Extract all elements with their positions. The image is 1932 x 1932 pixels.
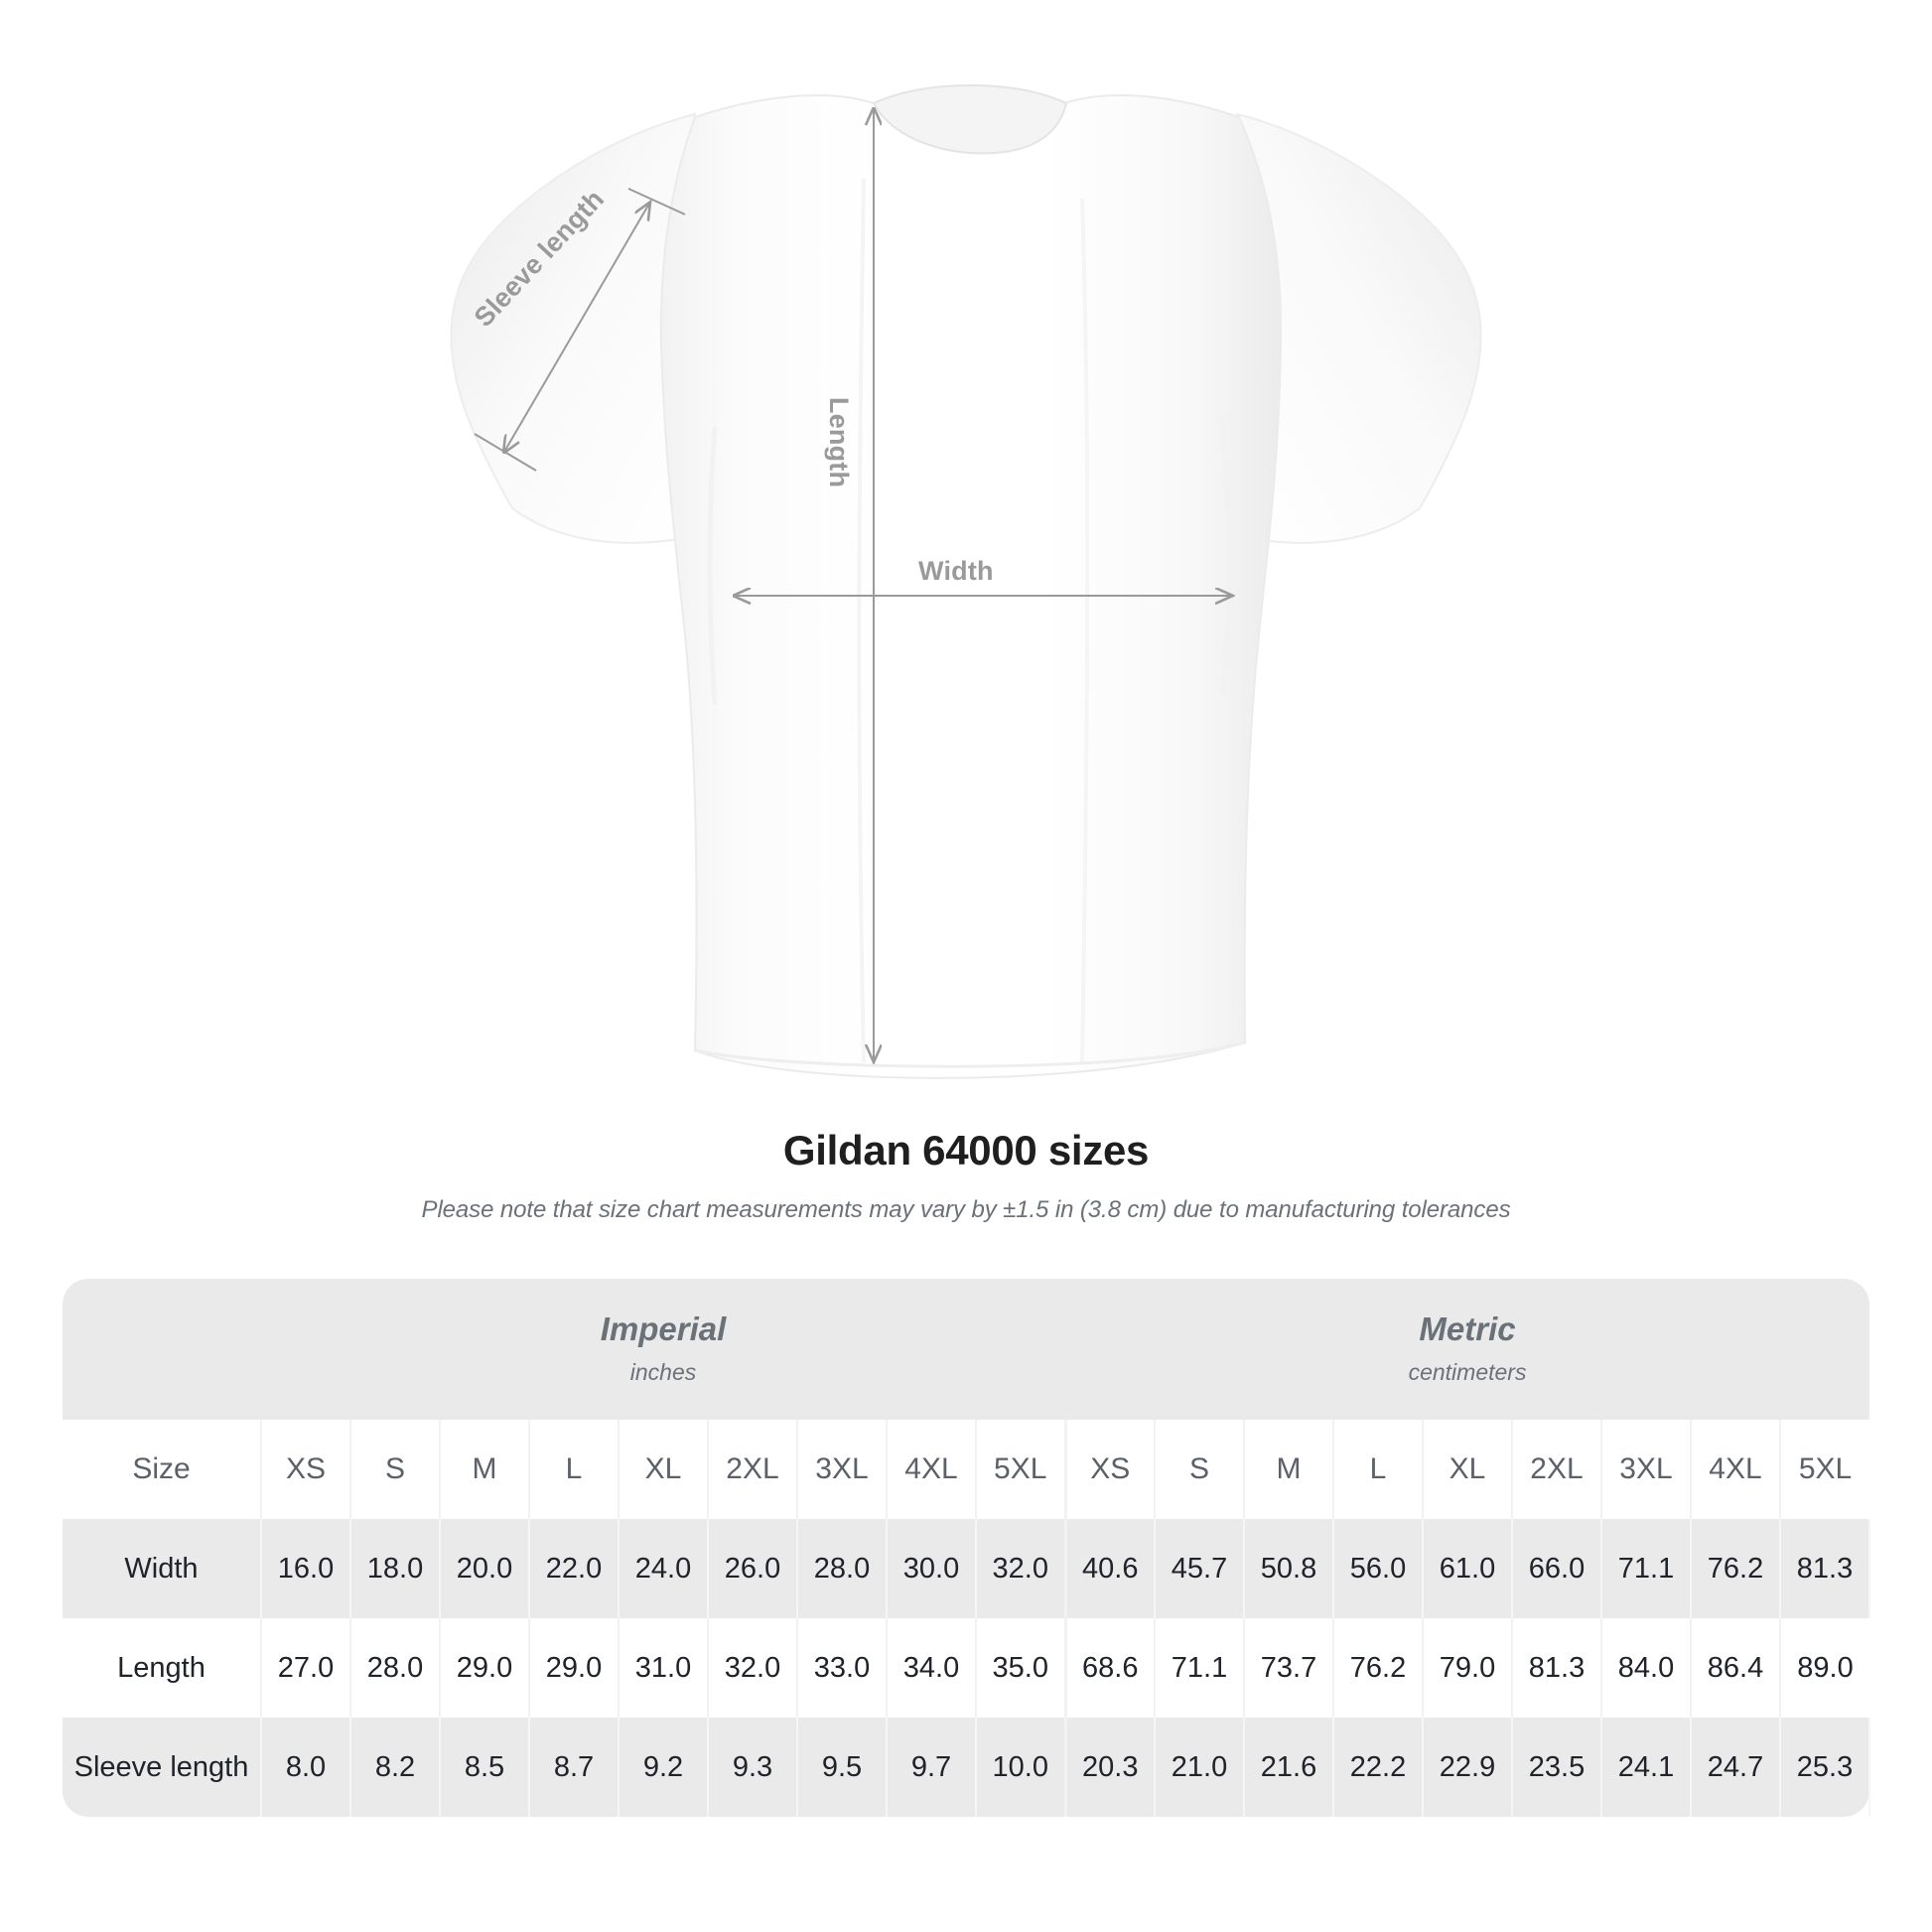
cell-length-metric-xs: 68.6 [1065,1618,1156,1718]
cell-sleeve-length-metric-xs: 20.3 [1065,1718,1156,1817]
cell-length-imperial-3xl: 33.0 [797,1618,888,1718]
size-header-metric-s: S [1155,1420,1245,1519]
size-header-metric-xs: XS [1065,1420,1156,1519]
unit-system-cell-imperial: Imperial inches [261,1279,1065,1420]
unit-system-measure: centimeters [1408,1358,1527,1385]
cell-width-imperial-2xl: 26.0 [708,1519,798,1618]
cell-width-imperial-xs: 16.0 [261,1519,351,1618]
cell-length-imperial-5xl: 35.0 [976,1618,1067,1718]
cell-length-imperial-l: 29.0 [529,1618,620,1718]
cell-length-metric-3xl: 84.0 [1601,1618,1692,1718]
cell-width-metric-xl: 61.0 [1423,1519,1513,1618]
cell-length-imperial-2xl: 32.0 [708,1618,798,1718]
cell-length-imperial-s: 28.0 [350,1618,441,1718]
size-header-imperial-l: L [529,1420,620,1519]
size-header-imperial-xl: XL [619,1420,709,1519]
cell-sleeve-length-imperial-l: 8.7 [529,1718,620,1817]
cell-width-metric-5xl: 81.3 [1780,1519,1871,1618]
cell-width-imperial-xl: 24.0 [619,1519,709,1618]
size-header-imperial-xs: XS [261,1420,351,1519]
cell-length-metric-m: 73.7 [1244,1618,1334,1718]
size-header-metric-xl: XL [1423,1420,1513,1519]
size-row-label: Size [63,1420,262,1519]
cell-width-metric-s: 45.7 [1155,1519,1245,1618]
cell-sleeve-length-imperial-4xl: 9.7 [887,1718,977,1817]
measurement-row-label: Width [63,1519,262,1618]
cell-length-metric-4xl: 86.4 [1691,1618,1781,1718]
unit-system-name: Metric [1419,1311,1516,1348]
cell-sleeve-length-metric-5xl: 25.3 [1780,1718,1871,1817]
tshirt-illustration: Sleeve length Length Width [450,83,1482,1079]
cell-sleeve-length-metric-2xl: 23.5 [1512,1718,1602,1817]
cell-sleeve-length-metric-3xl: 24.1 [1601,1718,1692,1817]
cell-sleeve-length-imperial-5xl: 10.0 [976,1718,1067,1817]
tolerance-note: Please note that size chart measurements… [421,1196,1511,1223]
size-header-row: Size XS S M L XL 2XL 3XL 4XL 5XL XS S M L XL 2XL 3XL 4XL 5… [63,1420,1870,1519]
cell-sleeve-length-metric-m: 21.6 [1244,1718,1334,1817]
width-label: Width [918,556,994,586]
cell-sleeve-length-metric-l: 22.2 [1333,1718,1424,1817]
size-header-imperial-5xl: 5XL [976,1420,1067,1519]
cell-length-metric-l: 76.2 [1333,1618,1424,1718]
cell-length-metric-2xl: 81.3 [1512,1618,1602,1718]
size-header-imperial-2xl: 2XL [708,1420,798,1519]
cell-width-metric-m: 50.8 [1244,1519,1334,1618]
unit-system-name: Imperial [600,1311,727,1348]
size-header-metric-l: L [1333,1420,1424,1519]
size-chart-table-wrapper: Imperial inches Metric centimeters Size XS S M L… [63,1279,1871,1817]
length-label: Length [824,397,854,488]
cell-width-metric-3xl: 71.1 [1601,1519,1692,1618]
table-row: Width 16.0 18.0 20.0 22.0 24.0 26.0 28.0 30.0 32.… [63,1519,1871,1618]
cell-width-imperial-s: 18.0 [350,1519,441,1618]
cell-sleeve-length-imperial-2xl: 9.3 [708,1718,798,1817]
cell-length-imperial-4xl: 34.0 [887,1618,977,1718]
size-header-metric-2xl: 2XL [1512,1420,1602,1519]
size-header-imperial-m: M [440,1420,530,1519]
page-title: Gildan 64000 sizes [782,1127,1150,1173]
size-header-metric-5xl: 5XL [1780,1420,1870,1519]
cell-sleeve-length-metric-4xl: 24.7 [1691,1718,1781,1817]
cell-sleeve-length-imperial-xs: 8.0 [261,1718,351,1817]
cell-length-imperial-xs: 27.0 [261,1618,351,1718]
cell-sleeve-length-imperial-3xl: 9.5 [797,1718,888,1817]
unit-system-header-row: Imperial inches Metric centimeters [63,1279,1870,1420]
size-header-imperial-s: S [350,1420,441,1519]
cell-width-imperial-l: 22.0 [529,1519,620,1618]
table-row: Sleeve length 8.0 8.2 8.5 8.7 9.2 9.3 9.5 9.7 10.… [63,1718,1871,1817]
cell-length-metric-xl: 79.0 [1423,1618,1513,1718]
measurement-row-label: Sleeve length [63,1718,262,1817]
size-header-imperial-4xl: 4XL [887,1420,977,1519]
cell-sleeve-length-metric-xl: 22.9 [1423,1718,1513,1817]
title-block: Gildan 64000 sizes Please note that size… [0,1127,1932,1224]
size-header-metric-3xl: 3XL [1601,1420,1692,1519]
cell-width-metric-4xl: 76.2 [1691,1519,1781,1618]
cell-sleeve-length-imperial-m: 8.5 [440,1718,530,1817]
cell-width-metric-2xl: 66.0 [1512,1519,1602,1618]
unit-system-measure: inches [629,1358,697,1385]
cell-width-imperial-3xl: 28.0 [797,1519,888,1618]
cell-width-metric-l: 56.0 [1333,1519,1424,1618]
cell-length-imperial-m: 29.0 [440,1618,530,1718]
cell-sleeve-length-imperial-s: 8.2 [350,1718,441,1817]
size-header-metric-m: M [1244,1420,1334,1519]
cell-sleeve-length-metric-s: 21.0 [1155,1718,1245,1817]
cell-width-imperial-4xl: 30.0 [887,1519,977,1618]
cell-length-metric-5xl: 89.0 [1780,1618,1870,1718]
unit-band-spacer [63,1279,261,1420]
tshirt-diagram-svg [450,83,1482,1079]
unit-system-cell-metric: Metric centimeters [1065,1279,1870,1420]
cell-width-imperial-m: 20.0 [440,1519,530,1618]
size-header-metric-4xl: 4XL [1691,1420,1781,1519]
size-header-imperial-3xl: 3XL [797,1420,888,1519]
cell-length-imperial-xl: 31.0 [619,1618,709,1718]
size-chart-table: Imperial inches Metric centimeters Size XS S M L… [63,1279,1871,1817]
cell-width-metric-xs: 40.6 [1065,1519,1156,1618]
table-row: Length 27.0 28.0 29.0 29.0 31.0 32.0 33.0 34.0 35… [63,1618,1870,1718]
cell-length-metric-s: 71.1 [1155,1618,1245,1718]
measurement-row-label: Length [63,1618,262,1718]
cell-width-imperial-5xl: 32.0 [976,1519,1067,1618]
sleeve-length-dimension-line [474,188,686,472]
cell-sleeve-length-imperial-xl: 9.2 [619,1718,709,1817]
